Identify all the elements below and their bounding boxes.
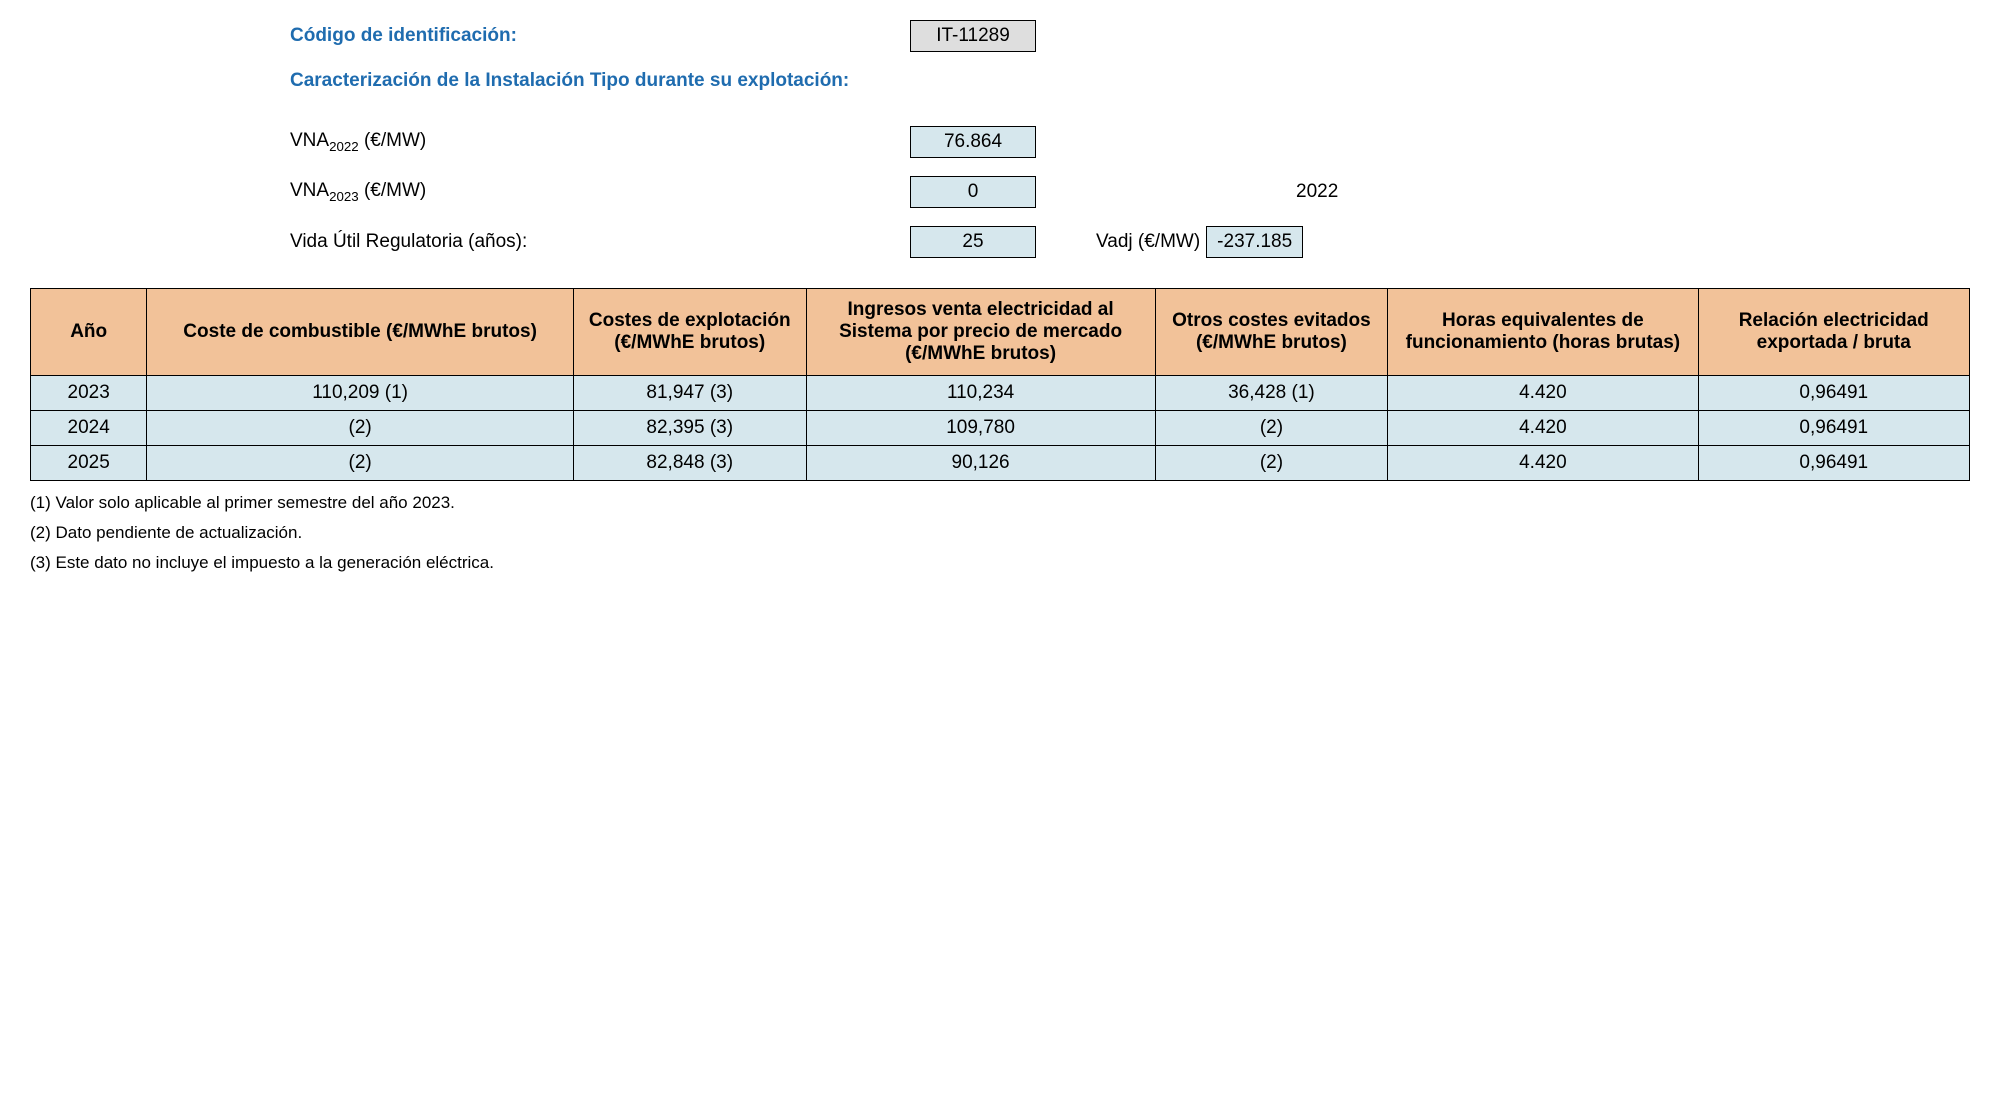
vna2022-row: VNA2022 (€/MW) 76.864 (290, 126, 1970, 158)
footnote: (3) Este dato no incluye el impuesto a l… (30, 553, 1970, 573)
vida-util-row: Vida Útil Regulatoria (años): 25 Vadj (€… (290, 226, 1970, 258)
col-costes-explotacion: Costes de explotación (€/MWhE brutos) (573, 289, 806, 376)
table-cell: 4.420 (1388, 411, 1698, 446)
table-cell: 4.420 (1388, 376, 1698, 411)
footnote: (2) Dato pendiente de actualización. (30, 523, 1970, 543)
table-cell: 2023 (31, 376, 147, 411)
vna2023-label: VNA2023 (€/MW) (290, 180, 910, 204)
main-table: Año Coste de combustible (€/MWhE brutos)… (30, 288, 1970, 481)
table-cell: 110,209 (1) (147, 376, 574, 411)
col-ingresos: Ingresos venta electricidad al Sistema p… (806, 289, 1155, 376)
table-cell: 110,234 (806, 376, 1155, 411)
table-cell: 2025 (31, 446, 147, 481)
table-cell: 2024 (31, 411, 147, 446)
table-row: 2023110,209 (1)81,947 (3)110,23436,428 (… (31, 376, 1970, 411)
vna2022-label: VNA2022 (€/MW) (290, 130, 910, 154)
col-relacion: Relación electricidad exportada / bruta (1698, 289, 1970, 376)
table-cell: 4.420 (1388, 446, 1698, 481)
vida-util-label: Vida Útil Regulatoria (años): (290, 231, 910, 253)
vna2023-sub: 2023 (329, 189, 359, 204)
vna2023-value-box: 0 (910, 176, 1036, 208)
vna2023-prefix: VNA (290, 180, 329, 201)
table-cell: 0,96491 (1698, 376, 1970, 411)
table-body: 2023110,209 (1)81,947 (3)110,23436,428 (… (31, 376, 1970, 481)
header-section: Código de identificación: IT-11289 Carac… (290, 20, 1970, 258)
table-row: 2024(2)82,395 (3)109,780(2)4.4200,96491 (31, 411, 1970, 446)
id-row: Código de identificación: IT-11289 (290, 20, 1970, 52)
vadj-label: Vadj (€/MW) (1096, 231, 1200, 253)
vna2022-units: (€/MW) (359, 130, 427, 151)
vna2022-value-box: 76.864 (910, 126, 1036, 158)
footnotes: (1) Valor solo aplicable al primer semes… (30, 493, 1970, 573)
year-2022: 2022 (1296, 181, 1338, 203)
table-head: Año Coste de combustible (€/MWhE brutos)… (31, 289, 1970, 376)
vida-util-value-box: 25 (910, 226, 1036, 258)
section-title: Caracterización de la Instalación Tipo d… (290, 70, 910, 92)
vna2022-sub: 2022 (329, 139, 359, 154)
vna2023-row: VNA2023 (€/MW) 0 2022 (290, 176, 1970, 208)
table-cell: 109,780 (806, 411, 1155, 446)
table-cell: 82,395 (3) (573, 411, 806, 446)
table-cell: (2) (1155, 446, 1388, 481)
table-cell: 0,96491 (1698, 446, 1970, 481)
id-value-box: IT-11289 (910, 20, 1036, 52)
table-cell: 81,947 (3) (573, 376, 806, 411)
table-header-row: Año Coste de combustible (€/MWhE brutos)… (31, 289, 1970, 376)
table-cell: (2) (147, 411, 574, 446)
table-cell: (2) (147, 446, 574, 481)
col-ano: Año (31, 289, 147, 376)
id-label: Código de identificación: (290, 25, 910, 47)
vna2023-units: (€/MW) (359, 180, 427, 201)
table-row: 2025(2)82,848 (3)90,126(2)4.4200,96491 (31, 446, 1970, 481)
table-cell: (2) (1155, 411, 1388, 446)
col-combustible: Coste de combustible (€/MWhE brutos) (147, 289, 574, 376)
vna2022-prefix: VNA (290, 130, 329, 151)
col-otros-costes: Otros costes evitados (€/MWhE brutos) (1155, 289, 1388, 376)
vadj-value-box: -237.185 (1206, 226, 1303, 258)
table-cell: 36,428 (1) (1155, 376, 1388, 411)
section-title-row: Caracterización de la Instalación Tipo d… (290, 70, 1970, 92)
footnote: (1) Valor solo aplicable al primer semes… (30, 493, 1970, 513)
table-cell: 0,96491 (1698, 411, 1970, 446)
col-horas: Horas equivalentes de funcionamiento (ho… (1388, 289, 1698, 376)
table-cell: 90,126 (806, 446, 1155, 481)
table-cell: 82,848 (3) (573, 446, 806, 481)
